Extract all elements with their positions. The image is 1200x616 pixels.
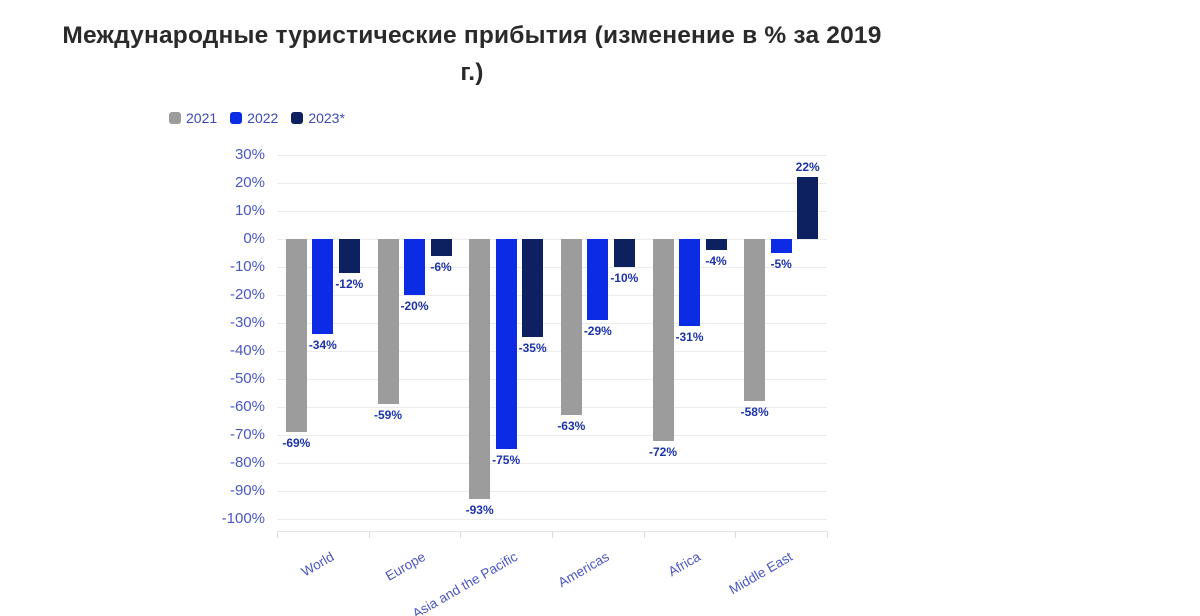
bar-value-label: -10% <box>610 271 639 285</box>
y-tick-label: 10% <box>234 202 265 219</box>
legend-item-2022[interactable]: 2022 <box>230 110 278 126</box>
category-label-world: World <box>298 549 337 580</box>
bar-value-label: -69% <box>282 436 311 451</box>
y-tick-label: -60% <box>229 398 265 415</box>
bar-2023-americas <box>613 239 635 267</box>
x-axis-tick <box>277 532 278 538</box>
bar-value-label: -59% <box>373 408 402 423</box>
x-axis-tick <box>643 532 645 538</box>
category-label-africa: Africa <box>665 549 703 580</box>
y-tick-label: -80% <box>229 454 265 471</box>
gridline <box>277 407 827 408</box>
y-tick-label: -50% <box>229 370 265 387</box>
gridline <box>277 239 827 240</box>
bar-value-label: -29% <box>583 324 612 339</box>
gridline <box>277 155 827 156</box>
bar-2023-asia-and-the-pacific <box>522 239 544 337</box>
chart-legend: 2021 2022 2023* <box>169 110 345 126</box>
gridline <box>277 435 827 436</box>
gridline <box>277 267 827 268</box>
bar-value-label: -4% <box>705 254 727 269</box>
x-axis-tick <box>735 532 737 538</box>
bar-value-label: -6% <box>430 259 452 274</box>
gridline <box>277 491 827 492</box>
y-axis-labels: 30% 20% 10% 0% -10% -20% -30% -40% -50% -60% -70% -… <box>150 146 265 531</box>
y-tick-label: -90% <box>229 482 265 499</box>
bar-2023-africa <box>705 239 727 251</box>
y-tick-label: 0% <box>243 230 265 247</box>
y-tick-label: -40% <box>229 342 265 359</box>
bar-value-label: -93% <box>465 503 494 518</box>
bar-value-label: -20% <box>400 299 429 313</box>
x-axis-line <box>277 531 828 532</box>
bar-2022-africa <box>679 239 700 326</box>
bar-2021-europe <box>377 239 399 405</box>
bar-2021-world <box>285 239 307 433</box>
bar-2022-world <box>312 239 334 335</box>
chart-title: Международные туристические прибытия (из… <box>62 22 882 86</box>
y-tick-label: -100% <box>221 510 265 527</box>
bar-2023-europe <box>430 239 452 256</box>
gridline <box>277 351 827 352</box>
legend-label: 2023* <box>308 110 345 126</box>
bar-2021-americas <box>560 239 582 416</box>
category-label-middle-east: Middle East <box>726 549 795 598</box>
y-tick-label: -30% <box>229 314 265 331</box>
bar-2022-europe <box>404 239 425 295</box>
y-tick-label: 20% <box>234 174 265 191</box>
bar-2022-asia-and-the-pacific <box>495 239 517 449</box>
bar-2021-middle-east <box>744 239 766 402</box>
gridline <box>277 379 827 380</box>
legend-swatch-icon <box>169 112 181 124</box>
y-tick-label: -10% <box>229 258 265 275</box>
bar-value-label: -75% <box>492 453 521 467</box>
legend-swatch-icon <box>291 112 304 124</box>
bar-value-label: -58% <box>740 405 769 420</box>
bar-2021-africa <box>652 239 674 441</box>
gridline <box>277 463 827 464</box>
bar-value-label: -35% <box>518 341 547 355</box>
category-label-europe: Europe <box>382 549 428 584</box>
bar-value-label: -5% <box>770 257 792 271</box>
bar-2021-asia-and-the-pacific <box>469 239 491 500</box>
y-tick-label: -70% <box>229 426 265 443</box>
y-tick-label: -20% <box>229 286 265 303</box>
plot-area: -69% -34% -12% World -59% -20% -6% Europe -93% -7… <box>277 155 828 616</box>
bar-value-label: -63% <box>557 419 586 434</box>
category-label-americas: Americas <box>555 549 612 591</box>
legend-label: 2022 <box>247 110 279 126</box>
bar-value-label: -34% <box>308 338 337 353</box>
bar-value-label: -12% <box>335 276 364 291</box>
gridline <box>277 295 827 296</box>
gridline <box>277 323 827 324</box>
gridline <box>277 183 827 184</box>
bar-value-label: -31% <box>675 329 704 344</box>
gridline <box>277 211 827 212</box>
gridline <box>277 519 827 520</box>
x-axis-tick <box>552 532 553 538</box>
y-tick-label: 30% <box>234 146 265 163</box>
legend-label: 2021 <box>186 110 218 126</box>
legend-item-2023[interactable]: 2023* <box>291 110 345 126</box>
bar-2022-americas <box>587 239 609 321</box>
bar-2022-middle-east <box>770 239 792 253</box>
x-axis-tick <box>827 532 828 538</box>
legend-swatch-icon <box>230 112 243 124</box>
x-axis-tick <box>460 532 462 538</box>
x-axis-tick <box>368 532 370 538</box>
bar-2023-world <box>338 239 360 273</box>
bar-value-label: 22% <box>795 160 820 175</box>
legend-item-2021[interactable]: 2021 <box>169 110 217 126</box>
bar-value-label: -72% <box>648 444 677 459</box>
bar-2023-middle-east <box>797 177 819 239</box>
